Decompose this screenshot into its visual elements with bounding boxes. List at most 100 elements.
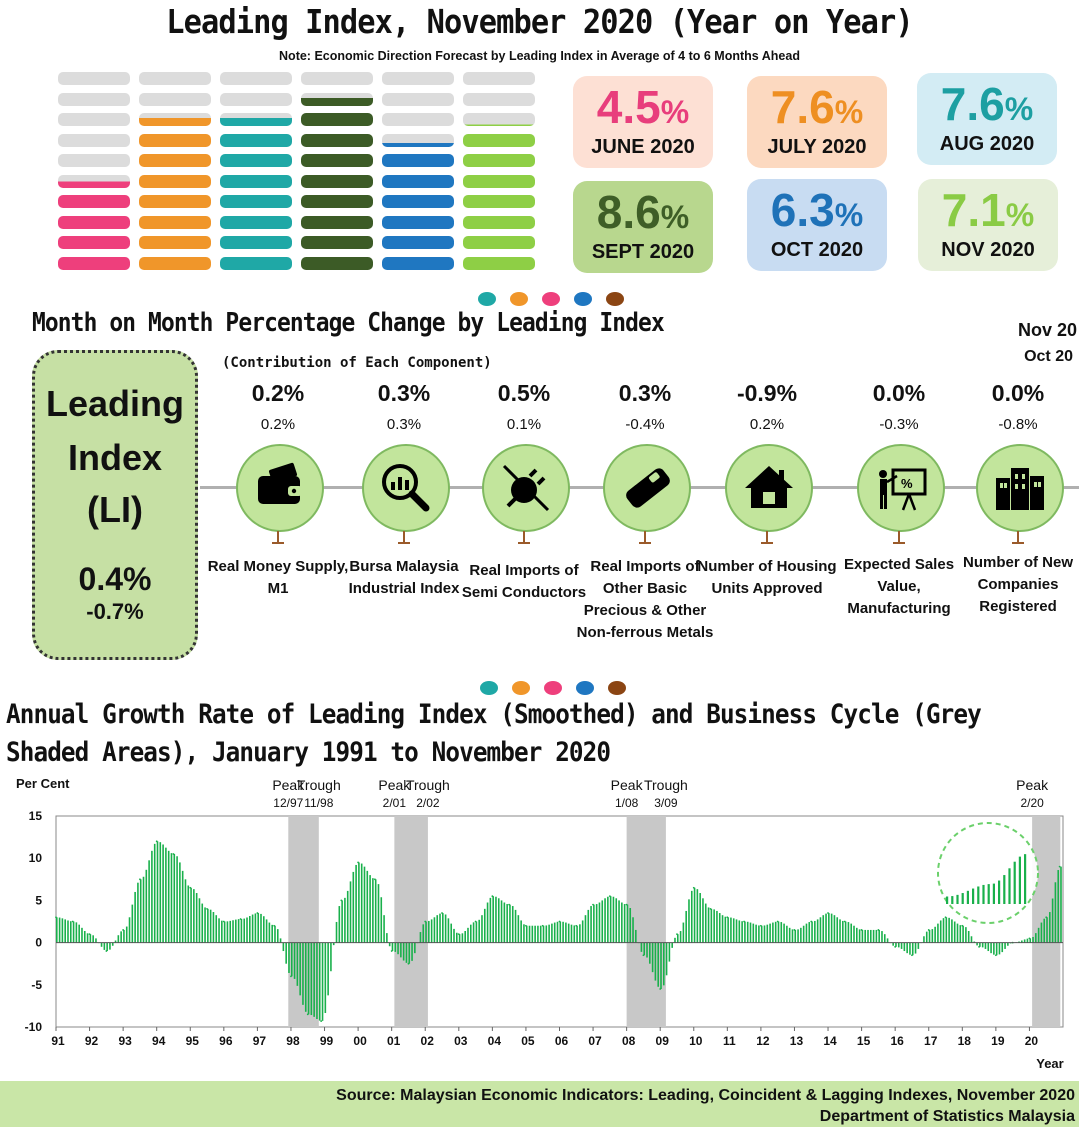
- series-bar: [167, 850, 170, 943]
- series-bar: [1029, 938, 1032, 943]
- data-point: [290, 975, 292, 978]
- data-point: [827, 912, 829, 914]
- series-bar: [341, 900, 343, 943]
- series-bar: [895, 942, 897, 947]
- series-bar: [195, 893, 198, 943]
- component-name: Expected Sales Value, Manufacturing: [843, 556, 955, 617]
- series-bar: [419, 932, 422, 943]
- series-bar: [235, 919, 237, 943]
- series-bar: [134, 891, 136, 943]
- x-tick-label: 92: [85, 1034, 99, 1048]
- series-bar: [766, 924, 769, 943]
- series-bar: [814, 920, 816, 943]
- series-bar: [198, 898, 201, 943]
- x-tick-label: 91: [51, 1034, 65, 1048]
- series-bar: [710, 908, 713, 943]
- series-bar: [464, 930, 466, 943]
- series-bar: [545, 925, 548, 943]
- data-point: [55, 916, 57, 919]
- series-bar: [758, 925, 760, 943]
- series-bar: [394, 942, 397, 952]
- series-bar: [718, 913, 721, 943]
- series-bar: [791, 929, 794, 943]
- cycle-label: Trough: [644, 777, 688, 793]
- gauge-segment: [463, 92, 535, 106]
- gauge-segment: [58, 236, 130, 249]
- series-bar: [402, 942, 405, 961]
- series-bar: [579, 924, 581, 943]
- series-bar: [525, 925, 528, 943]
- data-point: [676, 933, 678, 936]
- series-bar: [911, 942, 914, 956]
- series-bar: [92, 935, 94, 943]
- series-bar: [1060, 866, 1062, 943]
- gauge-segment: [220, 92, 292, 106]
- series-bar: [601, 900, 604, 943]
- card-percent-sign: %: [1004, 91, 1034, 127]
- gauge-segment: [139, 133, 211, 147]
- cycle-shade: [394, 816, 428, 1027]
- series-bar: [657, 942, 660, 987]
- gauge-segment: [220, 113, 292, 126]
- cycle-label: Peak: [611, 777, 644, 793]
- series-bar: [254, 913, 257, 943]
- series-bar: [78, 924, 80, 943]
- gauge-segment: [220, 215, 292, 229]
- series-bar: [310, 942, 313, 1016]
- series-bar: [925, 931, 928, 943]
- data-point: [273, 924, 276, 927]
- series-bar: [760, 925, 763, 943]
- gauge-segment: [220, 72, 292, 85]
- magnifier-chart-icon: [382, 464, 430, 512]
- series-bar: [869, 929, 872, 943]
- component-stem: [403, 531, 405, 543]
- series-bar: [1001, 942, 1004, 953]
- series-bar: [318, 942, 321, 1021]
- series-bar: [721, 915, 724, 943]
- series-bar: [959, 925, 962, 943]
- series-bar: [184, 879, 187, 943]
- data-point: [793, 929, 796, 931]
- data-point: [743, 920, 746, 923]
- series-bar: [995, 942, 998, 956]
- series-bar: [327, 942, 329, 996]
- card-number: 7.1: [941, 184, 1006, 236]
- gauge-segment: [139, 236, 211, 249]
- component-previous-value: 0.1%: [506, 416, 542, 433]
- series-bar: [962, 925, 964, 943]
- series-bar: [973, 941, 976, 943]
- series-bar: [497, 898, 500, 943]
- series-bar: [106, 942, 108, 952]
- series-bar: [120, 931, 122, 943]
- x-tick-label: 97: [253, 1034, 267, 1048]
- series-bar: [274, 925, 276, 943]
- x-tick-label: 18: [958, 1034, 972, 1048]
- component-stem-foot: [761, 542, 773, 544]
- data-point: [457, 933, 460, 936]
- component-current-value: 0.0%: [872, 380, 926, 406]
- gauge-segment: [301, 195, 373, 208]
- component-stem-foot: [398, 542, 410, 544]
- data-point: [860, 929, 863, 931]
- y-tick-label: 0: [35, 936, 42, 950]
- series-bar: [794, 929, 797, 943]
- series-bar: [1007, 942, 1009, 946]
- series-bar: [1040, 922, 1043, 943]
- series-bar: [1035, 933, 1037, 943]
- component-current-value: 0.3%: [618, 380, 672, 406]
- zoom-bar: [961, 893, 964, 904]
- series-bar: [472, 922, 475, 943]
- legend-previous: Oct 20: [1024, 348, 1073, 365]
- series-bar: [752, 923, 755, 943]
- series-bar: [713, 909, 715, 943]
- series-bar: [173, 853, 176, 943]
- card-number: 6.3: [770, 184, 835, 236]
- zoom-bar: [982, 884, 985, 904]
- series-bar: [732, 918, 735, 943]
- series-bar: [509, 904, 511, 943]
- y-tick-label: 5: [35, 893, 42, 907]
- series-bar: [72, 921, 75, 943]
- series-bar: [906, 942, 908, 954]
- series-bar: [400, 942, 402, 958]
- series-bar: [685, 910, 687, 943]
